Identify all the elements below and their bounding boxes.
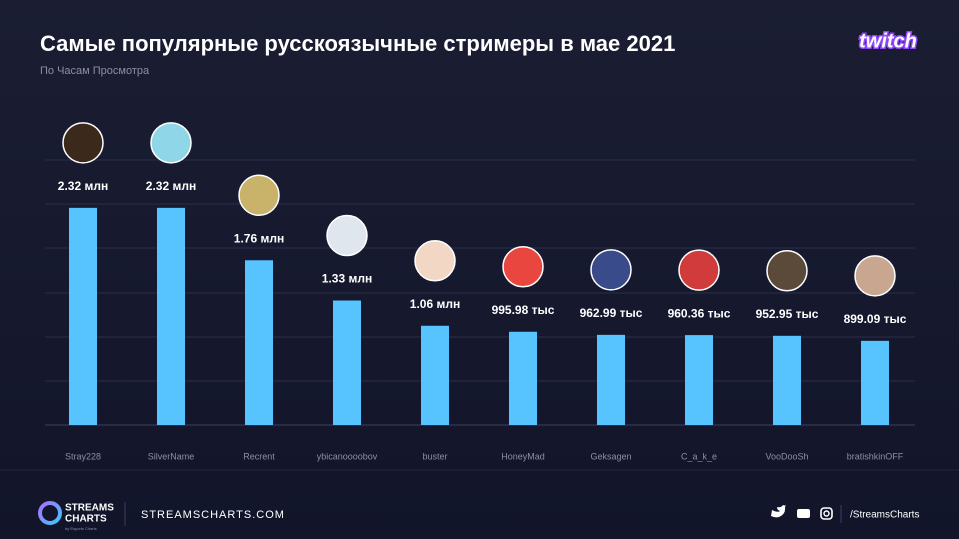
site-url: STREAMSCHARTS.COM xyxy=(141,509,285,521)
social-icons xyxy=(771,505,833,520)
avatar xyxy=(854,255,896,297)
bar xyxy=(157,207,185,425)
avatar xyxy=(238,174,280,217)
bar xyxy=(245,260,273,425)
x-tick-label: Stray228 xyxy=(65,451,101,461)
title: Самые популярные русскоязычные стримеры … xyxy=(40,31,675,56)
vk-icon xyxy=(797,509,810,518)
bar xyxy=(773,335,801,425)
avatar xyxy=(590,249,632,291)
value-label: 962.99 тыс xyxy=(580,306,643,320)
value-label: 2.32 млн xyxy=(146,179,196,193)
x-tick-label: Recrent xyxy=(243,451,275,461)
subtitle: По Часам Просмотра xyxy=(40,65,150,77)
instagram-lens xyxy=(823,510,830,517)
value-label: 2.32 млн xyxy=(58,179,108,193)
bar xyxy=(861,340,889,425)
grid xyxy=(45,159,915,426)
logo-mark xyxy=(38,501,62,525)
x-tick-label: VooDooSh xyxy=(765,451,808,461)
x-tick-label: Geksagen xyxy=(590,451,631,461)
value-label: 1.76 млн xyxy=(234,231,284,245)
value-label: 995.98 тыс xyxy=(492,303,555,317)
x-tick-label: bratishkinOFF xyxy=(847,451,904,461)
value-label: 960.36 тыс xyxy=(668,306,731,320)
value-label: 899.09 тыс xyxy=(844,312,907,326)
bar xyxy=(685,335,713,425)
logo-text: STREAMS xyxy=(65,503,114,514)
bar xyxy=(597,334,625,425)
bar xyxy=(421,325,449,425)
twitter-icon xyxy=(771,505,786,518)
brand-logo: twitch xyxy=(859,30,917,52)
logo-text: CHARTS xyxy=(65,514,107,525)
x-tick-label: SilverName xyxy=(148,451,195,461)
x-tick-label: buster xyxy=(422,451,447,461)
instagram-icon xyxy=(820,507,833,520)
x-tick-label: HoneyMad xyxy=(501,451,545,461)
bar xyxy=(509,331,537,425)
avatar xyxy=(326,214,368,257)
value-label: 952.95 тыс xyxy=(756,307,819,321)
bar xyxy=(333,300,361,425)
avatar xyxy=(502,246,544,288)
footer-logo: STREAMS CHARTS by Esports Charts xyxy=(38,501,114,531)
avatar xyxy=(150,122,192,164)
social-handle: /StreamsCharts xyxy=(850,510,919,521)
value-label: 1.06 млн xyxy=(410,297,460,311)
bar xyxy=(69,207,97,425)
x-tick-label: C_a_k_e xyxy=(681,451,717,461)
avatar xyxy=(62,122,104,164)
logo-sub: by Esports Charts xyxy=(65,526,97,531)
avatar xyxy=(414,240,456,282)
avatar xyxy=(766,250,808,292)
avatar xyxy=(678,249,720,291)
value-label: 1.33 млн xyxy=(322,272,372,286)
x-tick-label: ybicanoooobov xyxy=(317,451,378,461)
